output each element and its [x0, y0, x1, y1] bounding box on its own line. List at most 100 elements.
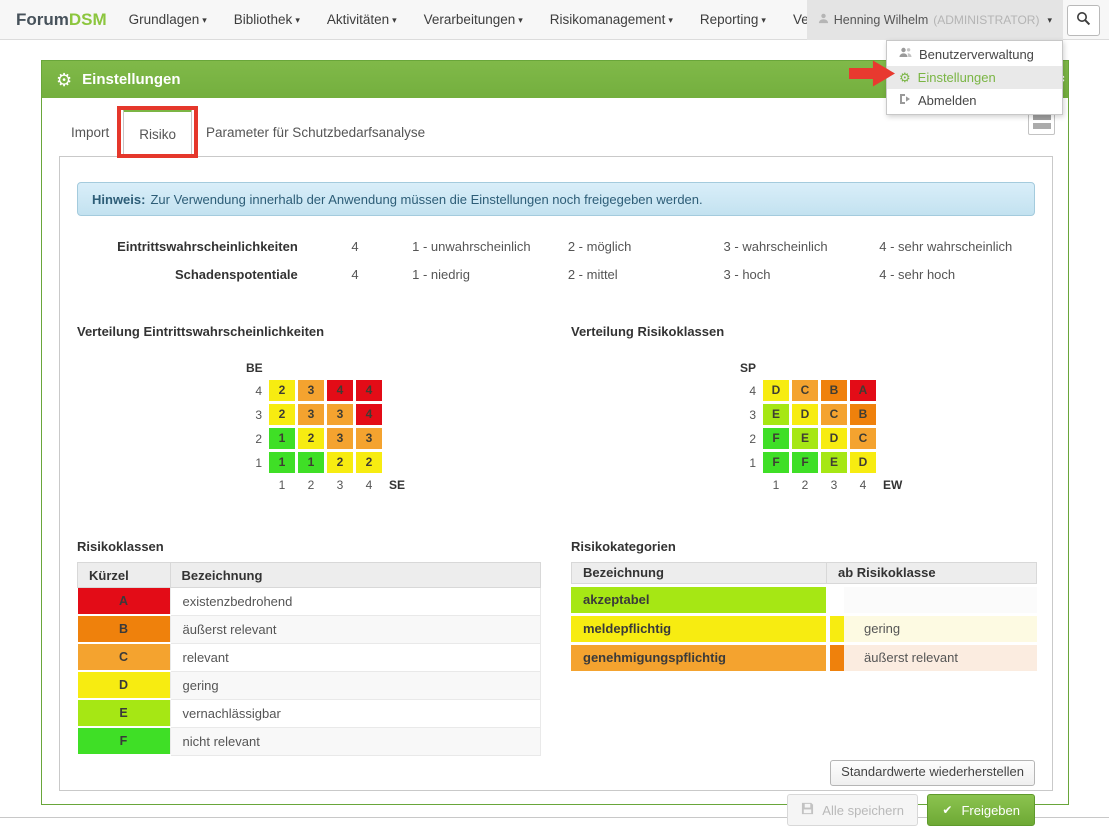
nav-item-risikomanagement[interactable]: Risikomanagement ▾ [549, 12, 673, 27]
matrix-cell: F [763, 452, 789, 473]
settings-tabs: Import Risiko Parameter für Schutzbedarf… [59, 106, 437, 158]
brand-suffix: DSM [68, 9, 107, 29]
risk-class-code: C [77, 643, 170, 672]
y-axis-label: SP [740, 361, 757, 375]
x-axis-label: SE [389, 478, 406, 492]
col-label: 3 [336, 478, 344, 492]
floppy-icon [801, 802, 814, 818]
risk-class-label: äußerst relevant [169, 615, 541, 644]
menu-item-einstellungen[interactable]: ⚙ Einstellungen [887, 66, 1062, 89]
parameter-row: Eintrittswahrscheinlichkeiten 4 1 - unwa… [77, 232, 1035, 260]
parameter-label: Schadenspotentiale [174, 266, 298, 282]
col-label: 2 [801, 478, 809, 492]
category-label: genehmigungspflichtig [571, 645, 826, 671]
risk-categories-table: Bezeichnung ab Risikoklasse akzeptabel m… [571, 562, 1037, 671]
save-all-button[interactable]: Alle speichern [787, 794, 918, 826]
parameter-label: Eintrittswahrscheinlichkeiten [117, 238, 298, 254]
notice-prefix: Hinweis: [92, 191, 146, 207]
section-title: Risikoklassen [77, 539, 164, 554]
matrix-cell: D [763, 380, 789, 401]
col-label: 3 [830, 478, 838, 492]
search-button[interactable] [1067, 5, 1100, 36]
x-axis-label: EW [883, 478, 903, 492]
matrix-cell: C [850, 428, 876, 449]
tab-risiko[interactable]: Risiko [117, 106, 199, 158]
matrix-cell: C [821, 404, 847, 425]
parameter-option: 1 - niedrig [412, 266, 470, 282]
check-icon: ✔ [942, 803, 953, 817]
user-dropdown-menu: Benutzerverwaltung ⚙ Einstellungen Abmel… [886, 40, 1063, 115]
user-icon [818, 11, 829, 29]
notice-banner: Hinweis: Zur Verwendung innerhalb der An… [77, 182, 1035, 216]
nav-item-bibliothek[interactable]: Bibliothek ▾ [233, 12, 300, 27]
parameter-option: 2 - möglich [567, 238, 632, 254]
parameter-option: 1 - unwahrscheinlich [412, 238, 531, 254]
user-role: (ADMINISTRATOR) [933, 13, 1040, 27]
matrix-cell: 3 [298, 380, 324, 401]
parameter-option: 4 - sehr wahrscheinlich [879, 238, 1013, 254]
top-navbar: ForumDSM Grundlagen ▾ Bibliothek ▾ Aktivit… [0, 0, 1109, 40]
table-row: genehmigungspflichtig äußerst relevant [571, 645, 1037, 671]
matrix-cell: D [792, 404, 818, 425]
section-title: Verteilung Eintrittswahrscheinlichkeiten [77, 324, 325, 339]
gear-icon: ⚙ [899, 69, 911, 85]
col-label: 1 [278, 478, 286, 492]
chevron-down-icon: ▾ [761, 15, 766, 25]
nav-item-reporting[interactable]: Reporting ▾ [699, 12, 766, 27]
notice-text: Zur Verwendung innerhalb der Anwendung m… [150, 191, 703, 207]
parameter-rows: Eintrittswahrscheinlichkeiten 4 1 - unwa… [77, 232, 1035, 288]
user-menu-button[interactable]: Henning Wilhelm (ADMINISTRATOR) ▾ [806, 0, 1063, 40]
panel-title: Einstellungen [82, 71, 181, 88]
risk-categories-section: Risikokategorien Bezeichnung ab Risikokl… [571, 539, 1037, 756]
menu-item-abmelden[interactable]: Abmelden [887, 89, 1062, 112]
risk-class-code: E [77, 699, 170, 728]
nav-item-grundlagen[interactable]: Grundlagen ▾ [128, 12, 207, 27]
matrix-cell: D [850, 452, 876, 473]
restore-defaults-button[interactable]: Standardwerte wiederherstellen [830, 760, 1035, 786]
parameter-row: Schadenspotentiale 4 1 - niedrig 2 - mit… [77, 260, 1035, 288]
footer-divider [0, 817, 1109, 818]
matrix-cell: E [821, 452, 847, 473]
matrix-cell: 1 [269, 452, 295, 473]
gear-icon: ⚙ [56, 69, 73, 90]
parameter-count: 4 [351, 238, 359, 254]
chevron-down-icon: ▾ [295, 15, 300, 25]
tab-import[interactable]: Import [71, 124, 110, 140]
tab-parameter-schutzbedarfsanalyse[interactable]: Parameter für Schutzbedarfsanalyse [206, 124, 426, 140]
matrix-cell: 2 [298, 428, 324, 449]
matrix-cell: 2 [327, 452, 353, 473]
table-row: meldepflichtig gering [571, 616, 1037, 642]
nav-item-verarbeitungen[interactable]: Verarbeitungen ▾ [423, 12, 523, 27]
matrix-cell: 4 [356, 404, 382, 425]
matrix-cell: 3 [327, 428, 353, 449]
chevron-down-icon: ▾ [668, 15, 673, 25]
parameter-option: 3 - hoch [723, 266, 771, 282]
list-icon [1032, 114, 1051, 129]
search-icon [1076, 11, 1091, 31]
matrix-cell: 3 [327, 404, 353, 425]
column-header: Bezeichnung [571, 562, 826, 584]
matrix-cell: A [850, 380, 876, 401]
risiko-tab-content: Hinweis: Zur Verwendung innerhalb der An… [59, 156, 1053, 826]
chevron-down-icon: ▾ [202, 15, 207, 25]
matrix-cell: 1 [298, 452, 324, 473]
risk-class-label: relevant [169, 643, 541, 672]
matrix-cell: 2 [269, 380, 295, 401]
column-header: Kürzel [77, 562, 171, 588]
column-header: ab Risikoklasse [826, 562, 1037, 584]
release-button[interactable]: ✔ Freigeben [927, 794, 1035, 826]
matrix-cell: 2 [356, 452, 382, 473]
menu-item-benutzerverwaltung[interactable]: Benutzerverwaltung [887, 43, 1062, 66]
matrix-cell: 2 [269, 404, 295, 425]
logout-icon [899, 93, 911, 108]
matrix-cell: B [821, 380, 847, 401]
column-header: Bezeichnung [169, 562, 541, 588]
riskclass-swatch [830, 616, 844, 642]
nav-item-aktivitaeten[interactable]: Aktivitäten ▾ [326, 12, 397, 27]
parameter-option: 3 - wahrscheinlich [723, 238, 828, 254]
